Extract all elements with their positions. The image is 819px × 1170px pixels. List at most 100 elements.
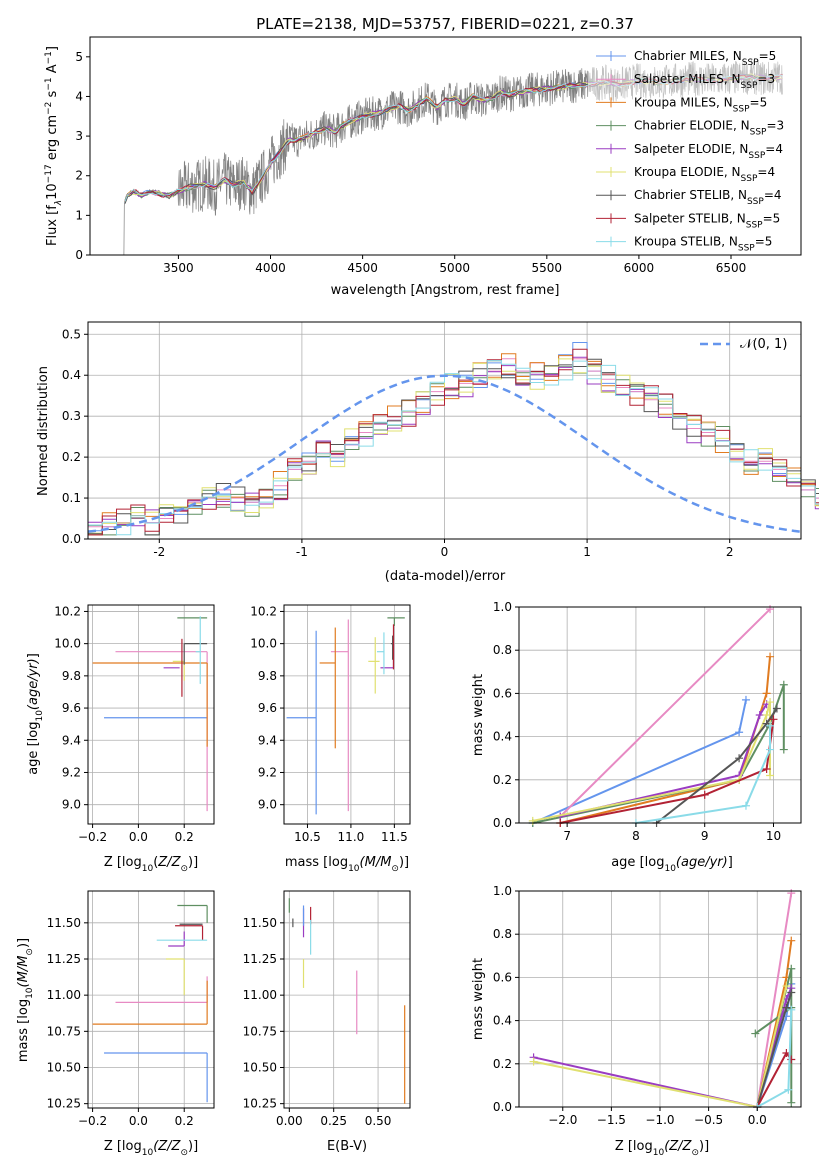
age-vs-z-axes: −0.2 0.0 0.29.09.29.49.69.810.010.2Z [log1… (26, 604, 215, 874)
y-tick-label: 0.0 (493, 1100, 512, 1114)
x-tick-label: 0.00 (276, 1114, 303, 1128)
label-part: Kroupa ELODIE, N (634, 165, 741, 179)
errorbar-point (195, 616, 201, 684)
x-tick-label: −1.5 (597, 1113, 626, 1127)
x-tick-label: 1 (583, 545, 591, 559)
label-part: SSP (747, 197, 764, 207)
label-part: erg cm (45, 115, 60, 164)
mass-weight-marker (735, 754, 744, 763)
errorbar-point (92, 980, 208, 1025)
mass-weight-marker (784, 1085, 793, 1094)
mass-weight-marker (741, 695, 750, 704)
mass-weight-marker (766, 698, 775, 707)
errorbar-point (165, 958, 185, 996)
y-tick-label: 9.4 (62, 733, 81, 747)
x-axis-label: Z [log10(Z/Z⊙)] (104, 855, 198, 874)
label-part: A (45, 64, 60, 77)
label-part: (age/yr) (676, 855, 728, 870)
label-part: ] (728, 855, 733, 870)
x-tick-label: 8 (632, 829, 640, 843)
y-tick-label: 4 (75, 89, 83, 103)
errorbar-point (368, 637, 380, 694)
y-tick-label: 10.75 (243, 1024, 277, 1038)
x-axis-label: age [log10(age/yr)] (611, 855, 733, 874)
label-part: 10 (653, 1148, 665, 1158)
y-tick-label: 0 (75, 248, 83, 262)
label-part: mass [log (285, 855, 348, 870)
label-part: SSP (746, 220, 763, 230)
label-part: Chabrier STELIB, N (634, 188, 747, 202)
y-axis-label: Normed distribution (36, 366, 51, 496)
label-part: ⊙ (180, 864, 188, 874)
x-axis-label: wavelength [Angstrom, rest frame] (331, 283, 560, 298)
y-tick-label: 10.50 (47, 1060, 81, 1074)
mass-weight-marker (766, 721, 775, 730)
label-part: Flux [f (45, 205, 60, 246)
mass-weight-marker (787, 1098, 796, 1107)
normal-curve (87, 374, 802, 534)
axes-frame (283, 890, 411, 1109)
label-part: 10 (45, 183, 60, 200)
x-axis-label: (data-model)/error (385, 569, 506, 584)
label-part: =4 (757, 165, 775, 179)
label-part: =5 (750, 95, 768, 109)
legend-entry: Kroupa STELIB, NSSP=5 (634, 235, 772, 254)
errorbar-point (175, 925, 204, 941)
figure-title: PLATE=2138, MJD=53757, FIBERID=0221, z=0… (256, 15, 634, 33)
y-tick-label: 1.0 (493, 600, 512, 614)
mass-weight-marker (787, 964, 796, 973)
x-tick-label: 0.0 (129, 1114, 148, 1128)
label-part: =4 (764, 188, 782, 202)
mass-weight-marker (762, 689, 771, 698)
label-part: (Z/Z (153, 1139, 181, 1154)
y-tick-label: 0.4 (493, 730, 512, 744)
y-tick-label: 0.0 (62, 532, 81, 546)
y-axis-label: mass weight (471, 958, 486, 1040)
panels: 3500 4000 4500 5000 5500 6000 6500 0 1 2 3 4 5 Chabri… (16, 36, 819, 1158)
x-tick-label: 9 (701, 829, 709, 843)
y-tick-label: 0.4 (62, 368, 81, 382)
y-tick-label: 0.2 (493, 773, 512, 787)
label-part: 10 (142, 864, 154, 874)
spectrum-axes: 3500 4000 4500 5000 5500 6000 6500 0 1 2 3 4 5 Chabri… (44, 36, 802, 298)
x-tick-label: 10.5 (294, 830, 321, 844)
label-part: SSP (748, 151, 765, 161)
label-part: (Z/Z (664, 1139, 692, 1154)
legend-entry: 𝒩(0, 1) (740, 337, 787, 352)
mass-weight-marker (755, 711, 764, 719)
x-tick-label: −0.5 (694, 1113, 723, 1127)
errorbar-point (168, 931, 185, 947)
label-part: Chabrier MILES, N (634, 49, 742, 63)
label-part: age [log (26, 722, 41, 775)
plot-area (92, 616, 208, 812)
mass-weight-marker (528, 816, 537, 825)
label-part: ] (26, 653, 41, 658)
y-tick-label: 0.1 (62, 491, 81, 505)
label-part: SSP (738, 244, 755, 254)
label-part: −2 (44, 102, 54, 115)
label-part: )] (16, 938, 31, 948)
y-tick-label: 5 (75, 50, 83, 64)
mass-weight-marker (762, 765, 771, 773)
axes-frame (518, 606, 802, 824)
y-tick-label: 9.0 (62, 798, 81, 812)
y-tick-label: 0.8 (493, 643, 512, 657)
axes-frame (89, 36, 802, 256)
label-part: Kroupa MILES, N (634, 95, 733, 109)
y-tick-label: 0.3 (62, 409, 81, 423)
label-part: −1 (44, 77, 54, 90)
x-axis-label: E(B-V) (327, 1139, 367, 1154)
y-tick-label: 9.8 (62, 669, 81, 683)
x-tick-label: 10 (766, 829, 781, 843)
y-tick-label: 10.25 (47, 1097, 81, 1111)
mass-weight-marker (787, 889, 796, 898)
label-part: =5 (759, 49, 777, 63)
plot-area (92, 904, 208, 1103)
label-part: Salpeter STELIB, N (634, 211, 746, 225)
label-part: mass [log (16, 999, 31, 1062)
legend-entry: Salpeter ELODIE, NSSP=4 (634, 142, 783, 161)
mass-weight-line (756, 893, 793, 1108)
label-part: Z [log (104, 1139, 142, 1154)
x-tick-label: 11.0 (338, 830, 365, 844)
x-tick-label: −0.2 (78, 1114, 107, 1128)
